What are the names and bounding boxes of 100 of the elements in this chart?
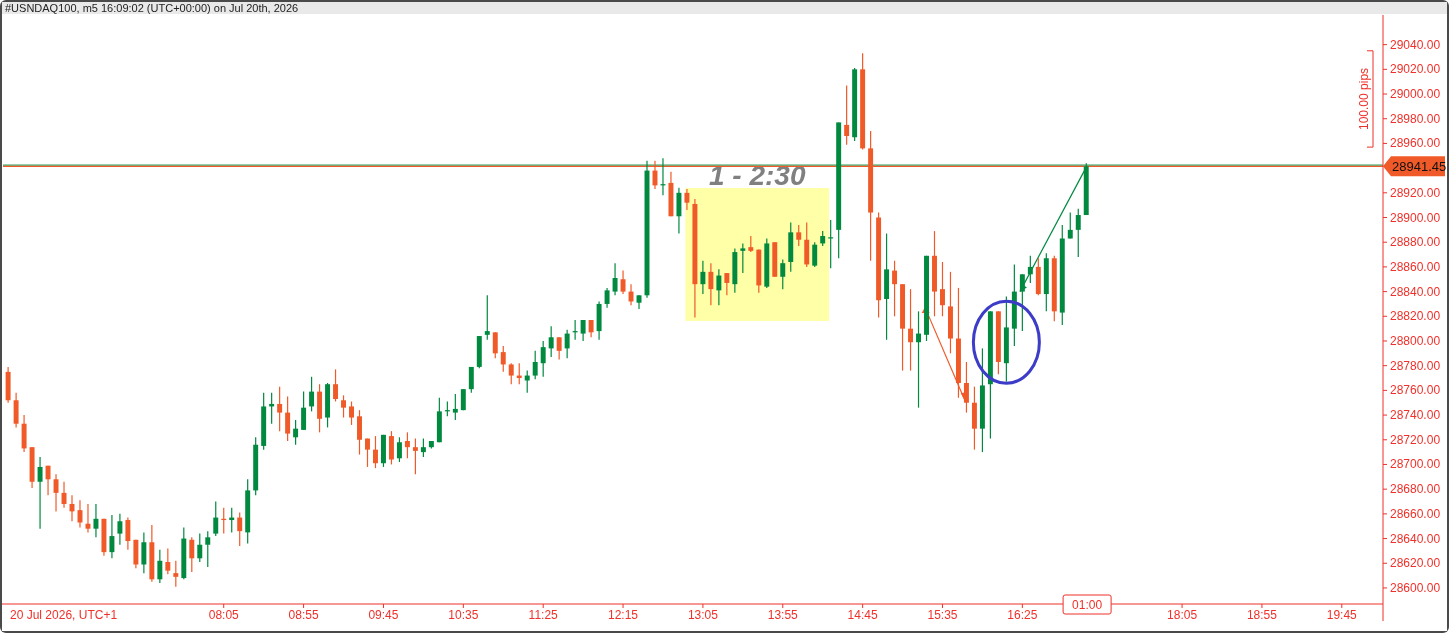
candlestick xyxy=(404,431,410,459)
x-tick-label: 13:05 xyxy=(687,608,719,622)
candlestick xyxy=(1067,211,1073,240)
y-tick-label: 28860.00 xyxy=(1390,259,1441,274)
y-tick-label: 28820.00 xyxy=(1390,309,1441,324)
candlestick xyxy=(524,370,530,394)
y-tick-label: 28920.00 xyxy=(1390,185,1441,200)
y-tick-label: 29000.00 xyxy=(1390,87,1441,102)
candlestick xyxy=(484,294,490,341)
candlestick xyxy=(165,547,171,575)
candlestick xyxy=(676,187,682,235)
candlestick xyxy=(796,224,802,247)
candlestick xyxy=(109,514,115,559)
x-tick-label: 09:45 xyxy=(368,608,399,622)
x-tick-label: 12:15 xyxy=(608,608,639,622)
candlestick xyxy=(604,287,610,309)
candlestick xyxy=(508,362,514,385)
candlestick xyxy=(349,400,354,426)
candlestick xyxy=(13,392,19,429)
candlestick xyxy=(285,395,291,442)
candlestick xyxy=(125,516,131,551)
y-tick-label: 29040.00 xyxy=(1390,37,1441,52)
candlestick xyxy=(940,261,945,317)
candlestick xyxy=(197,533,203,563)
candlestick xyxy=(213,500,219,537)
y-tick-label: 28960.00 xyxy=(1390,136,1441,151)
candlestick xyxy=(388,430,394,466)
candlestick xyxy=(173,560,179,588)
y-tick-label: 28840.00 xyxy=(1390,284,1441,299)
candlestick xyxy=(452,393,458,421)
candlestick xyxy=(396,436,402,463)
annotation: 01:00 xyxy=(1072,598,1103,612)
candlestick xyxy=(540,340,546,378)
candlestick xyxy=(724,272,730,296)
candlestick xyxy=(357,409,362,456)
x-tick-label: 16:25 xyxy=(1007,608,1038,622)
candlestick xyxy=(205,530,211,568)
candlestick xyxy=(301,391,307,431)
x-tick-label: 10:35 xyxy=(448,608,479,622)
candlestick xyxy=(341,394,346,419)
y-tick-label: 29020.00 xyxy=(1390,62,1441,77)
x-tick-label: 19:45 xyxy=(1326,608,1358,622)
candlestick xyxy=(916,310,921,409)
y-tick-label: 28760.00 xyxy=(1390,383,1441,398)
candlestick xyxy=(309,376,315,412)
chart-title: #USNDAQ100, m5 16:09:02 (UTC+00:00) on Jul 20th, 2026 xyxy=(5,2,299,14)
x-tick-label: 11:25 xyxy=(528,608,559,622)
candlestick xyxy=(37,456,43,530)
candlestick xyxy=(716,268,722,306)
y-tick-label: 28740.00 xyxy=(1390,408,1441,423)
x-tick-label: 18:05 xyxy=(1167,608,1198,622)
candlestick xyxy=(708,262,714,306)
candlestick xyxy=(700,260,706,295)
candlestick xyxy=(420,437,426,458)
candlestick xyxy=(628,283,634,306)
y-tick-label: 28720.00 xyxy=(1390,432,1441,447)
candlestick xyxy=(908,288,914,372)
x-tick-label: 13:55 xyxy=(767,608,799,622)
candlestick xyxy=(780,258,786,290)
candlestick xyxy=(365,437,370,468)
candlestick xyxy=(580,319,586,342)
candlestick xyxy=(45,465,51,496)
candlestick xyxy=(53,473,59,512)
candlestick xyxy=(556,336,562,361)
candlestick xyxy=(293,419,299,446)
candlestick xyxy=(277,386,283,432)
y-tick-label: 28600.00 xyxy=(1390,580,1441,595)
candlestick xyxy=(812,241,818,268)
x-tick-label: 08:05 xyxy=(208,608,240,622)
candlestick xyxy=(684,188,690,211)
candlestick xyxy=(85,503,91,533)
candlestick xyxy=(157,549,163,584)
x-tick-label: 18:55 xyxy=(1246,608,1278,622)
y-tick-label: 28880.00 xyxy=(1390,235,1441,250)
candlestick xyxy=(500,345,506,373)
candlestick xyxy=(892,260,898,317)
candlestick xyxy=(963,361,969,414)
candlestick xyxy=(93,503,99,538)
annotation: 100.00 pips xyxy=(1357,67,1371,130)
y-tick-label: 28620.00 xyxy=(1390,556,1441,571)
text: 20 Jul 2026, UTC+1 xyxy=(10,608,118,622)
y-tick-label: 28800.00 xyxy=(1390,333,1441,348)
y-tick-label: 28680.00 xyxy=(1390,482,1441,497)
candlestick xyxy=(612,262,618,296)
y-tick-label: 28900.00 xyxy=(1390,210,1441,225)
candlestick xyxy=(620,270,626,295)
candlestick xyxy=(740,242,746,274)
y-tick-label: 28660.00 xyxy=(1390,506,1441,521)
candlestick xyxy=(141,531,147,574)
candlestick xyxy=(492,331,498,359)
y-tick-label: 28980.00 xyxy=(1390,111,1441,126)
candlestick xyxy=(412,437,418,475)
candlestick xyxy=(532,350,538,380)
candlestick xyxy=(333,368,339,403)
candlestick xyxy=(117,513,123,546)
candlestick xyxy=(189,536,195,573)
band-label: 1 - 2:30 xyxy=(708,160,806,191)
candlestick xyxy=(373,435,378,469)
x-tick-label: 15:35 xyxy=(927,608,958,622)
candlestick xyxy=(564,329,570,359)
